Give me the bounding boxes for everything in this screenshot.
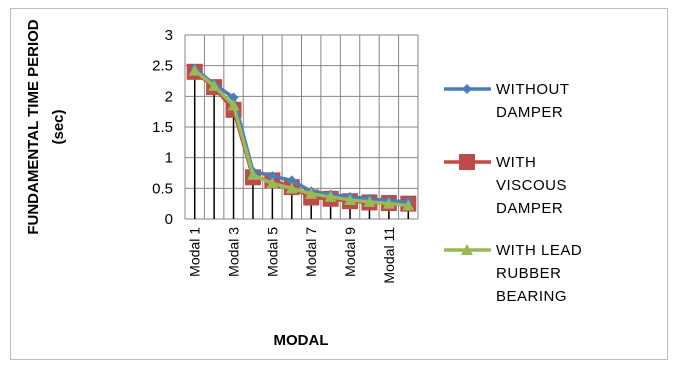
legend-label: WITHOUT (496, 81, 569, 98)
data-point (246, 168, 259, 180)
legend-marker (461, 244, 473, 255)
y-tick-label: 3 (165, 27, 173, 44)
data-point (188, 64, 201, 76)
y-tick-label: 0 (165, 211, 173, 228)
y-tick-label: 2 (165, 88, 173, 105)
legend-label: DAMPER (496, 200, 563, 217)
y-tick-label: 1 (165, 150, 173, 167)
x-tick-label: Modal 1 (187, 227, 203, 277)
data-point (227, 99, 240, 111)
data-point (285, 182, 298, 194)
y-tick-label: 1.5 (152, 119, 173, 136)
x-axis-title: MODAL (274, 332, 329, 349)
legend-marker (462, 84, 472, 94)
data-point (228, 92, 239, 103)
chart-frame: 0 0.5 1 1.5 2 2.5 3 Modal 1 Modal 3 Modal 5 Modal … (10, 8, 668, 360)
legend-marker (459, 154, 475, 170)
y-tick-label: 2.5 (152, 58, 173, 75)
data-point (402, 199, 415, 211)
legend-label: VISCOUS (496, 177, 567, 194)
data-point (324, 190, 337, 202)
data-point (267, 171, 278, 182)
x-tick-label: Modal 5 (264, 227, 280, 277)
y-axis-title: FUNDAMENTAL TIME PERIOD (25, 19, 42, 234)
data-point (344, 193, 357, 205)
x-tick-label: Modal 7 (303, 227, 319, 277)
y-tick-label: 0.5 (152, 180, 173, 197)
data-point (208, 79, 221, 91)
legend-label: DAMPER (496, 104, 563, 121)
y-axis-title-unit: (sec) (50, 109, 67, 144)
data-point (363, 195, 376, 207)
legend-label: WITH (496, 154, 536, 171)
line-chart: 0 0.5 1 1.5 2 2.5 3 Modal 1 Modal 3 Modal 5 Modal … (25, 19, 582, 349)
data-point (266, 177, 279, 189)
x-tick-label: Modal 3 (226, 227, 242, 277)
data-point (382, 197, 395, 209)
x-tick-label: Modal 11 (381, 227, 397, 284)
data-point (286, 175, 297, 186)
legend-label: BEARING (496, 288, 567, 305)
data-point (305, 187, 318, 199)
x-tick-label: Modal 9 (342, 227, 358, 277)
legend-label: RUBBER (496, 265, 562, 282)
legend-label: WITH LEAD (496, 242, 582, 259)
